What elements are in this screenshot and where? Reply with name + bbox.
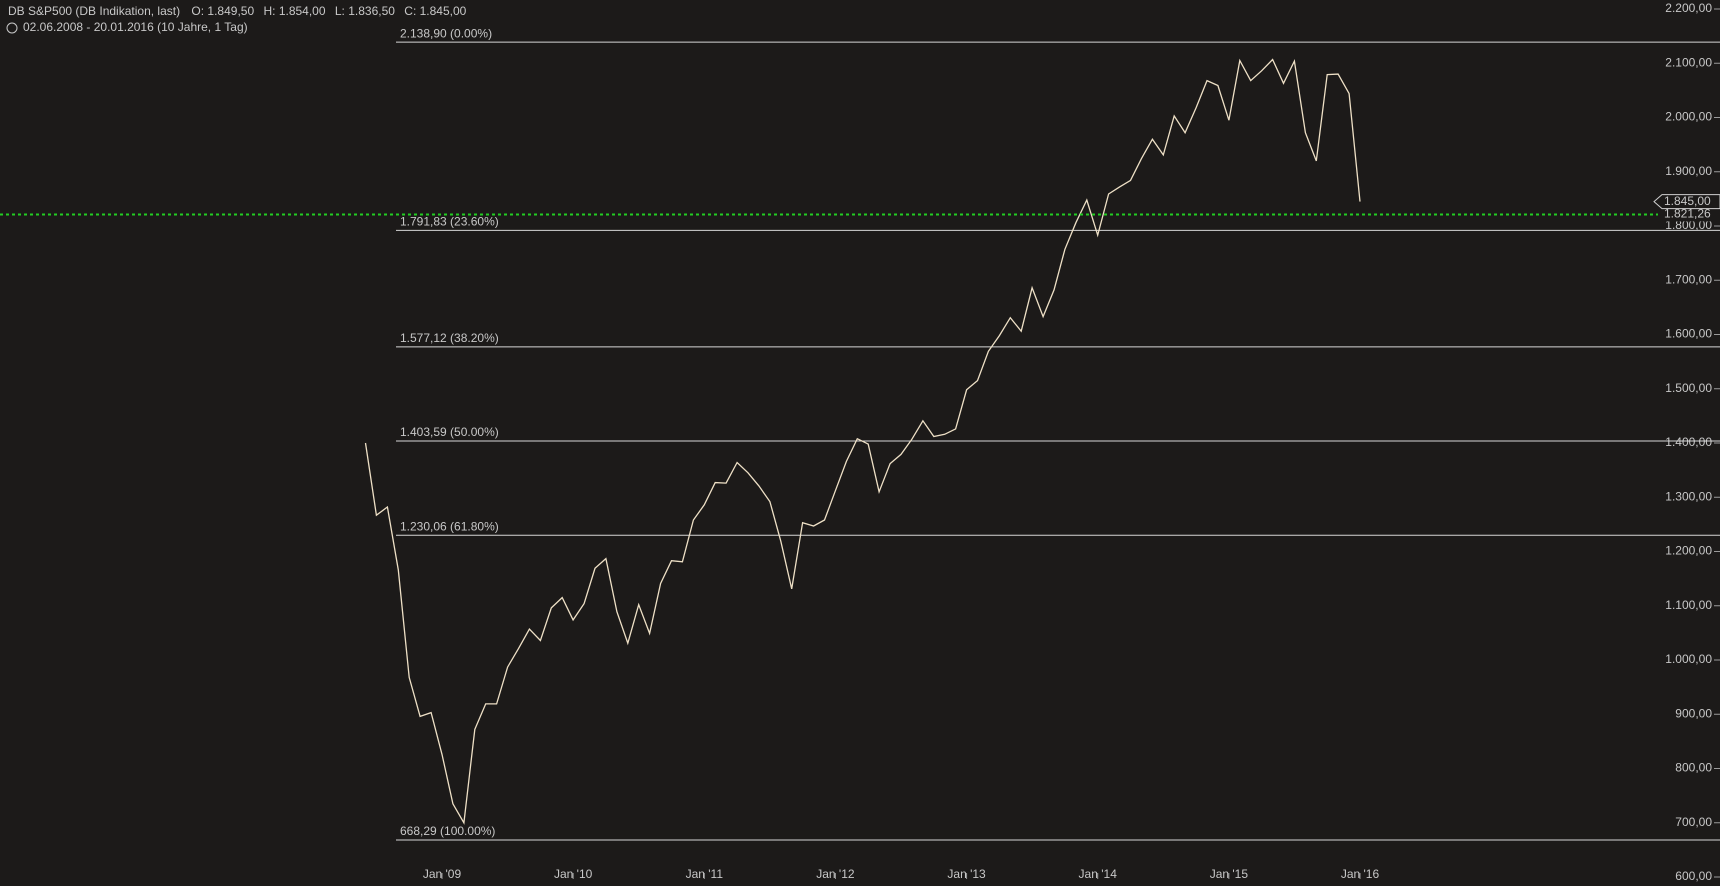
y-tick-label: 900,00 (1675, 706, 1712, 720)
y-tick-label: 1.100,00 (1665, 598, 1712, 612)
y-tick-label: 1.300,00 (1665, 489, 1712, 503)
y-tick-label: 1.000,00 (1665, 652, 1712, 666)
y-tick-label: 1.500,00 (1665, 381, 1712, 395)
y-tick-label: 1.400,00 (1665, 435, 1712, 449)
reference-label: 1.821,26 (1664, 207, 1711, 221)
x-tick-label: Jan '10 (554, 867, 593, 881)
ohlc-high: H: 1.854,00 (263, 4, 325, 18)
fibonacci-label: 668,29 (100.00%) (400, 824, 495, 838)
fibonacci-label: 1.230,06 (61.80%) (400, 519, 499, 533)
title-text: DB S&P500 (DB Indikation, last) (8, 4, 180, 18)
last-price-label: 1.845,00 (1664, 194, 1711, 208)
ohlc-open: O: 1.849,50 (191, 4, 254, 18)
y-tick-label: 1.200,00 (1665, 544, 1712, 558)
reference-label-box (1658, 207, 1720, 222)
last-price-marker (1653, 194, 1720, 210)
y-tick-label: 1.600,00 (1665, 327, 1712, 341)
y-tick-label: 600,00 (1675, 869, 1712, 883)
x-tick-label: Jan '09 (423, 867, 462, 881)
y-tick-label: 1.900,00 (1665, 164, 1712, 178)
y-tick-label: 2.100,00 (1665, 55, 1712, 69)
x-tick-label: Jan '14 (1079, 867, 1118, 881)
y-tick-label: 1.800,00 (1665, 218, 1712, 232)
x-tick-label: Jan '16 (1341, 867, 1380, 881)
y-tick-label: 2.000,00 (1665, 110, 1712, 124)
fibonacci-label: 1.577,12 (38.20%) (400, 331, 499, 345)
y-tick-label: 700,00 (1675, 815, 1712, 829)
chart-title: DB S&P500 (DB Indikation, last) O: 1.849… (8, 4, 467, 18)
x-tick-label: Jan '15 (1210, 867, 1249, 881)
ohlc-low: L: 1.836,50 (335, 4, 395, 18)
fibonacci-label: 2.138,90 (0.00%) (400, 26, 492, 40)
chart-subtitle: 02.06.2008 - 20.01.2016 (10 Jahre, 1 Tag… (23, 20, 248, 34)
ohlc-close: C: 1.845,00 (404, 4, 466, 18)
y-tick-label: 800,00 (1675, 761, 1712, 775)
fibonacci-label: 1.403,59 (50.00%) (400, 425, 499, 439)
fibonacci-label: 1.791,83 (23.60%) (400, 215, 499, 229)
y-tick-label: 1.700,00 (1665, 272, 1712, 286)
x-tick-label: Jan '11 (686, 867, 724, 881)
clock-icon (6, 22, 18, 34)
x-tick-label: Jan '12 (816, 867, 855, 881)
price-line (364, 58, 1361, 825)
x-tick-label: Jan '13 (947, 867, 986, 881)
y-tick-label: 2.200,00 (1665, 1, 1712, 15)
